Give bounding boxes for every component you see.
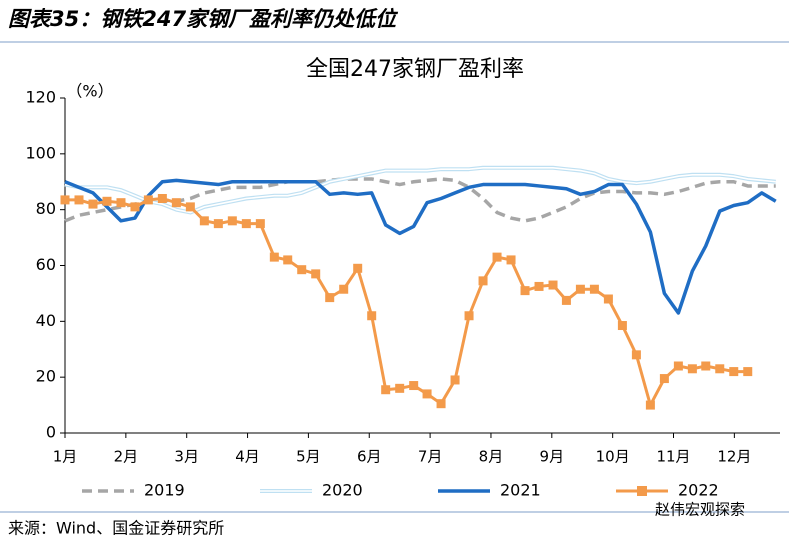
chart-title: 全国247家钢厂盈利率 <box>306 57 524 82</box>
series-marker <box>506 255 516 265</box>
series-marker <box>589 284 599 294</box>
series-marker <box>339 284 349 294</box>
series-marker <box>381 385 391 395</box>
series-marker <box>645 400 655 410</box>
y-tick-label: 100 <box>25 143 56 162</box>
x-tick-label: 2月 <box>114 448 139 466</box>
series-line <box>64 165 776 215</box>
series-marker <box>367 311 377 321</box>
legend-label: 2022 <box>678 481 719 500</box>
x-tick-label: 4月 <box>235 448 260 466</box>
series-marker <box>422 389 432 399</box>
series-marker <box>520 286 530 296</box>
series-marker <box>199 216 209 226</box>
watermark: 赵伟宏观探索 <box>655 501 745 519</box>
x-tick-label: 8月 <box>479 448 504 466</box>
series-marker <box>241 219 251 229</box>
y-tick-label: 0 <box>46 423 56 442</box>
series-marker <box>743 367 753 377</box>
series-marker <box>227 216 237 226</box>
series-marker <box>283 255 293 265</box>
series-marker <box>729 367 739 377</box>
series-marker <box>561 295 571 305</box>
series-marker <box>534 281 544 291</box>
y-tick-label: 120 <box>25 88 56 107</box>
series-line <box>64 166 776 214</box>
x-tick-label: 10月 <box>596 448 630 466</box>
x-tick-label: 11月 <box>656 448 690 466</box>
y-tick-label: 60 <box>36 255 56 274</box>
series-marker <box>715 364 725 374</box>
series-marker <box>325 293 335 303</box>
series-marker <box>269 252 279 262</box>
series-marker <box>171 198 181 208</box>
series-marker <box>213 219 223 229</box>
y-tick-label: 20 <box>36 367 56 386</box>
x-tick-label: 1月 <box>53 448 78 466</box>
series-marker <box>143 195 153 205</box>
series-marker <box>130 202 140 212</box>
series-marker <box>548 280 558 290</box>
x-tick-label: 5月 <box>296 448 321 466</box>
series-marker <box>185 202 195 212</box>
legend-label: 2019 <box>144 481 185 500</box>
series-marker <box>157 194 167 203</box>
series-line <box>64 177 776 223</box>
x-tick-label: 6月 <box>357 448 382 466</box>
series-marker <box>74 195 84 205</box>
legend-label: 2020 <box>322 481 363 500</box>
series-marker <box>255 219 265 229</box>
y-tick-label: 40 <box>36 311 56 330</box>
series-marker <box>659 374 669 384</box>
series-marker <box>687 364 697 374</box>
series-marker <box>464 311 474 321</box>
series-marker <box>88 199 98 209</box>
series-marker <box>116 198 126 208</box>
series-marker <box>603 294 613 304</box>
x-tick-label: 12月 <box>717 448 751 466</box>
series-marker <box>631 350 641 360</box>
series-marker <box>409 381 419 391</box>
series-marker <box>395 383 405 393</box>
series-marker <box>575 284 585 294</box>
series-marker <box>450 375 460 385</box>
x-tick-label: 9月 <box>540 448 565 466</box>
series-marker <box>60 195 70 205</box>
y-axis-label: （%） <box>66 82 113 101</box>
series-line <box>64 178 777 315</box>
series-marker <box>478 276 488 286</box>
legend-label: 2021 <box>500 481 541 500</box>
series-marker <box>617 321 627 331</box>
series-marker <box>353 263 363 273</box>
source: 来源：Wind、国金证券研究所 <box>8 519 224 538</box>
series-marker <box>673 361 683 371</box>
header-title: 图表35：钢铁247家钢厂盈利率仍处低位 <box>8 7 399 31</box>
series-marker <box>436 399 446 409</box>
series-marker <box>492 252 502 262</box>
series-marker <box>701 361 711 371</box>
series-marker <box>297 265 307 275</box>
y-tick-label: 80 <box>36 199 56 218</box>
series-marker <box>102 196 112 206</box>
legend-marker <box>637 486 647 496</box>
x-tick-label: 7月 <box>418 448 443 466</box>
series-marker <box>311 269 321 279</box>
x-tick-label: 3月 <box>174 448 199 466</box>
